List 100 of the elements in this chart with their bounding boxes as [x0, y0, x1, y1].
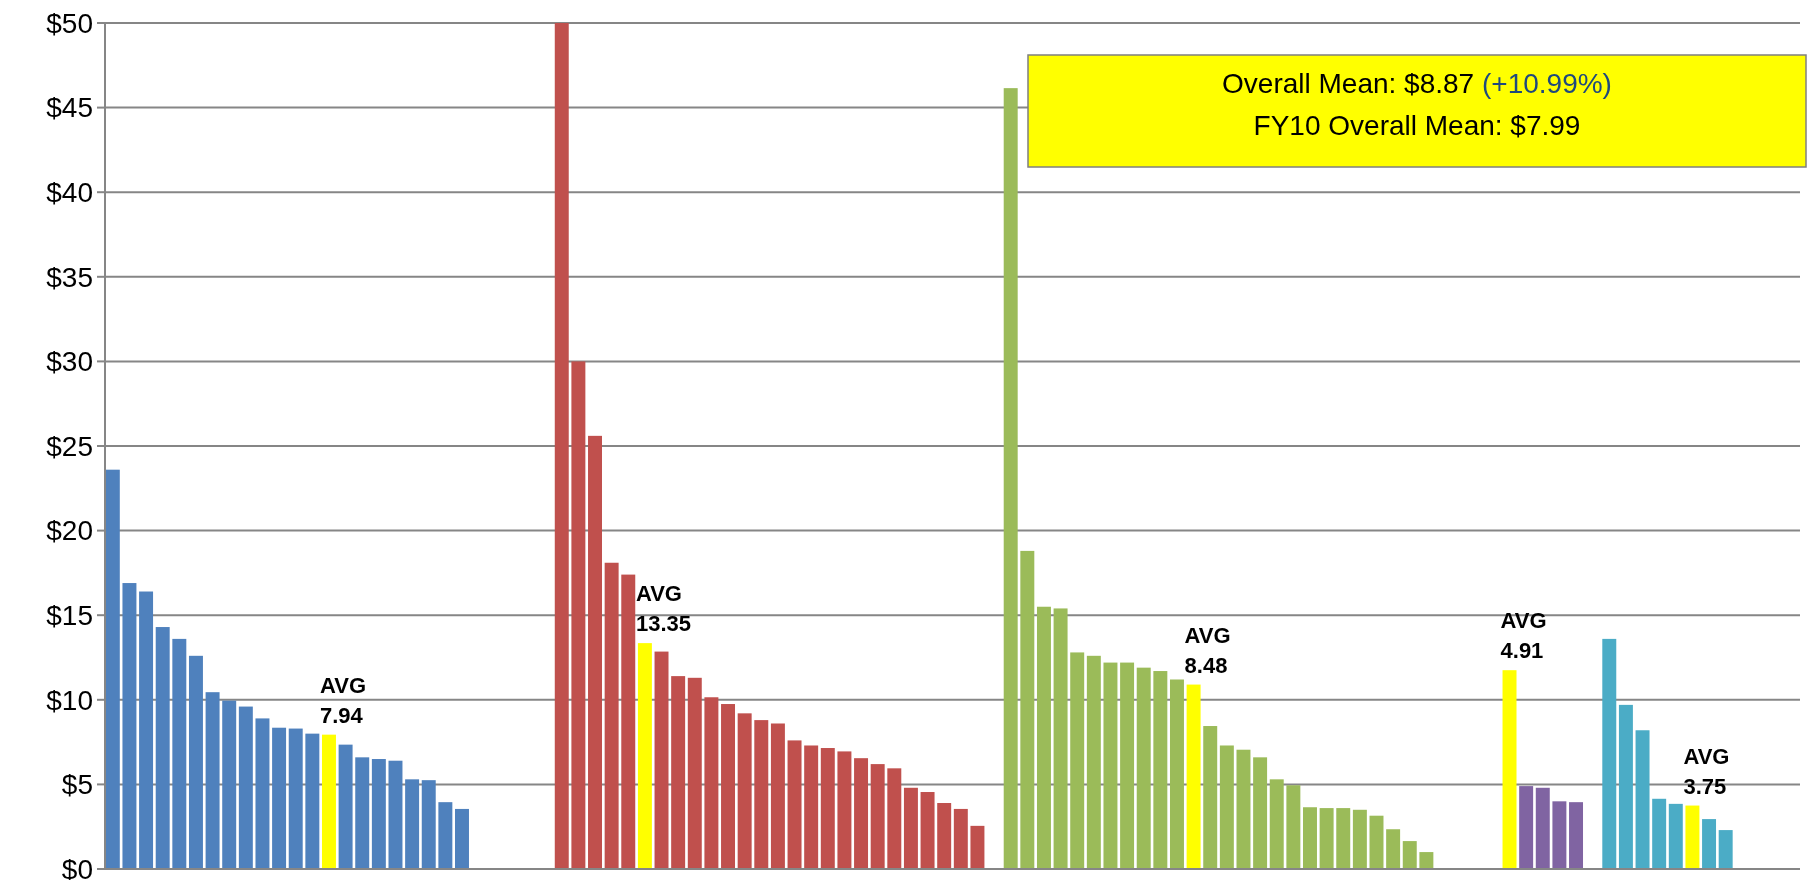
- bar: [1303, 807, 1317, 869]
- bar: [903, 787, 918, 869]
- bar: [272, 727, 287, 869]
- bar: [1635, 730, 1650, 869]
- y-tick-label: $50: [46, 7, 93, 39]
- bar: [388, 760, 403, 869]
- bar: [804, 745, 819, 869]
- bar: [571, 361, 586, 869]
- bar: [887, 768, 902, 869]
- bar: [687, 677, 702, 869]
- bar: [1419, 852, 1434, 869]
- bar: [1685, 805, 1700, 869]
- bar: [1352, 809, 1367, 869]
- bar: [421, 780, 436, 869]
- bar: [937, 803, 952, 869]
- bar: [1652, 798, 1667, 869]
- y-tick-label: $10: [46, 684, 93, 716]
- bar: [1169, 679, 1184, 869]
- bar: [1070, 652, 1085, 869]
- bar: [238, 706, 253, 869]
- bar: [1053, 608, 1068, 869]
- y-tick-label: $35: [46, 261, 93, 293]
- bar: [787, 740, 802, 869]
- data-label: AVG 8.48: [1184, 622, 1231, 678]
- bar: [1402, 841, 1417, 869]
- bar: [1153, 671, 1168, 869]
- bar: [188, 655, 203, 869]
- y-tick-label: $5: [61, 769, 93, 801]
- bar: [920, 792, 935, 869]
- bar: [1718, 830, 1733, 869]
- bar: [1702, 819, 1717, 869]
- bar: [654, 651, 669, 869]
- bar: [554, 23, 569, 869]
- bar: [1086, 655, 1101, 869]
- bar: [1286, 785, 1301, 869]
- bar: [1203, 726, 1218, 869]
- bar: [754, 720, 769, 869]
- bar: [671, 676, 686, 869]
- bar: [1020, 550, 1035, 869]
- data-label: AVG 4.91: [1500, 608, 1547, 664]
- bar: [637, 643, 652, 869]
- bar: [288, 728, 303, 869]
- bar: [1519, 786, 1534, 869]
- annotation: Overall Mean: $8.87 (+10.99%): [1222, 68, 1612, 99]
- data-label: AVG 13.35: [635, 581, 691, 637]
- bar: [1186, 684, 1201, 869]
- y-tick-label: $15: [46, 600, 93, 631]
- bar: [1386, 829, 1401, 869]
- bar: [155, 627, 170, 869]
- y-tick-label: $0: [61, 853, 93, 885]
- bar: [105, 469, 120, 869]
- bar: [870, 764, 885, 869]
- y-tick-label: $40: [46, 177, 93, 208]
- bar: [205, 692, 220, 869]
- y-tick-label: $30: [46, 346, 93, 378]
- data-label: AVG 7.94: [319, 672, 367, 728]
- bar: [371, 759, 386, 869]
- bar: [1236, 749, 1251, 869]
- bar: [604, 562, 619, 869]
- bar: [1535, 787, 1550, 869]
- bar: [305, 733, 320, 869]
- bar: [721, 704, 736, 869]
- bar: [1103, 662, 1118, 869]
- bar: [438, 802, 453, 869]
- bar: [621, 574, 636, 869]
- y-tick-label: $45: [46, 92, 93, 124]
- bar: [1602, 638, 1617, 869]
- bar: [737, 713, 752, 869]
- bar: [704, 697, 719, 869]
- bar: [820, 748, 835, 869]
- bar: [222, 700, 237, 869]
- note-box: Overall Mean: $8.87 (+10.99%) FY10 Overall Mean: $7.99: [1027, 54, 1807, 168]
- bar: [139, 591, 154, 869]
- y-tick-label: $20: [46, 515, 93, 547]
- bar: [1253, 757, 1268, 869]
- bar: [970, 825, 985, 869]
- bar: [1336, 808, 1351, 869]
- bar: [122, 583, 137, 869]
- bar: [588, 435, 602, 869]
- annotation: FY10 Overall Mean: $7.99: [1253, 110, 1581, 141]
- data-label: AVG 3.75: [1683, 743, 1730, 799]
- bar: [770, 723, 785, 869]
- bar: [1269, 779, 1284, 869]
- bar: [355, 757, 370, 869]
- bar: [854, 758, 869, 869]
- bar: [172, 638, 187, 869]
- bar: [1120, 662, 1135, 869]
- bar: [1003, 88, 1018, 869]
- bar: [1502, 670, 1517, 869]
- bar: [1369, 815, 1384, 869]
- bar: [1552, 801, 1567, 869]
- bar: [1569, 802, 1584, 869]
- y-tick-label: $25: [46, 430, 93, 462]
- bar: [338, 744, 353, 869]
- bar: [1036, 606, 1051, 869]
- bar: [837, 751, 852, 869]
- bar: [321, 734, 336, 869]
- bar: [1618, 704, 1633, 869]
- bar: [1219, 745, 1234, 869]
- bar: [405, 779, 420, 869]
